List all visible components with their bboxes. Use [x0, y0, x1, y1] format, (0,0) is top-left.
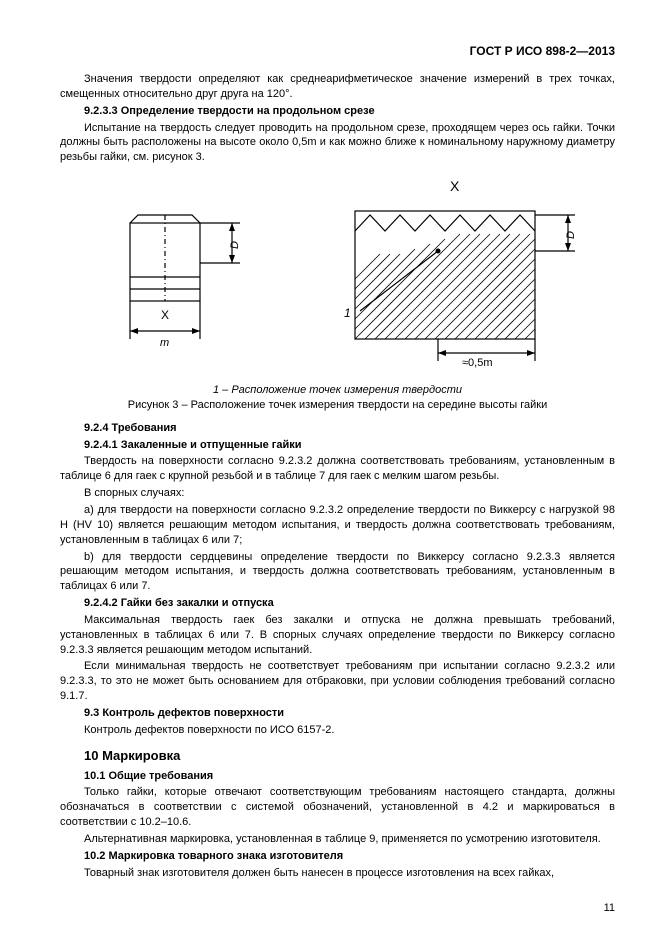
page: ГОСТ Р ИСО 898-2—2013 Значения твердости… — [0, 0, 661, 936]
doc-code: ГОСТ Р ИСО 898-2—2013 — [60, 44, 615, 58]
paragraph: a) для твердости на поверхности согласно… — [60, 503, 615, 548]
paragraph: Испытание на твердость следует проводить… — [60, 121, 615, 166]
svg-text:D: D — [229, 241, 241, 249]
page-number: 11 — [604, 902, 615, 914]
figure-caption: Рисунок 3 – Расположение точек измерения… — [60, 398, 615, 413]
paragraph: Максимальная твердость гаек без закалки … — [60, 613, 615, 658]
svg-text:X: X — [450, 178, 460, 194]
heading-101: 10.1 Общие требования — [60, 769, 615, 784]
heading-10: 10 Маркировка — [84, 748, 615, 763]
svg-text:X: X — [161, 308, 169, 322]
paragraph: Значения твердости определяют как средне… — [60, 72, 615, 102]
svg-text:1: 1 — [344, 306, 351, 320]
paragraph: Альтернативная маркировка, установленная… — [60, 832, 615, 847]
svg-text:m: m — [160, 337, 169, 349]
paragraph: Если минимальная твердость не соответств… — [60, 659, 615, 704]
paragraph: b) для твердости сердцевины определение … — [60, 550, 615, 595]
heading-9242: 9.2.4.2 Гайки без закалки и отпуска — [60, 596, 615, 611]
heading-9241: 9.2.4.1 Закаленные и отпущенные гайки — [60, 438, 615, 453]
svg-text:D: D — [565, 231, 577, 239]
figure-sublabel: 1 – Расположение точек измерения твердос… — [60, 383, 615, 398]
svg-text:≈0,5m: ≈0,5m — [462, 357, 493, 369]
paragraph: Только гайки, которые отвечают соответст… — [60, 785, 615, 830]
heading-93: 9.3 Контроль дефектов поверхности — [60, 706, 615, 721]
paragraph: В спорных случаях: — [60, 486, 615, 501]
paragraph: Твердость на поверхности согласно 9.2.3.… — [60, 454, 615, 484]
figure-svg: X m D X — [60, 171, 615, 381]
heading-9233: 9.2.3.3 Определение твердости на продоль… — [60, 104, 615, 119]
heading-924: 9.2.4 Требования — [60, 421, 615, 436]
paragraph: Контроль дефектов поверхности по ИСО 615… — [60, 723, 615, 738]
figure-3: X m D X — [60, 171, 615, 381]
paragraph: Товарный знак изготовителя должен быть н… — [60, 866, 615, 881]
heading-102: 10.2 Маркировка товарного знака изготови… — [60, 849, 615, 864]
